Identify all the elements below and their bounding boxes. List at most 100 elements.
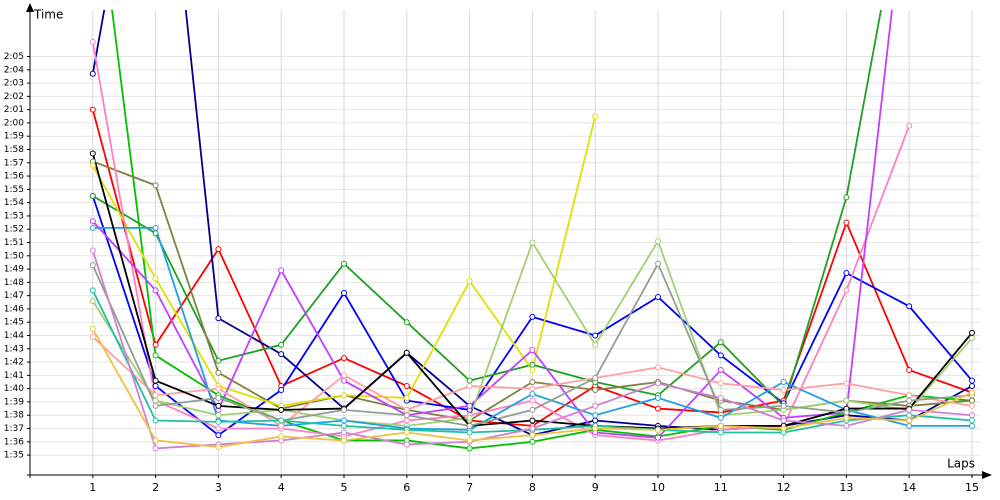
data-point: [278, 386, 285, 393]
data-point: [969, 412, 975, 419]
data-point: [89, 325, 96, 332]
data-point: [89, 70, 96, 77]
data-point: [341, 260, 347, 267]
data-point: [780, 417, 787, 424]
data-point: [152, 182, 159, 189]
data-point: [843, 397, 850, 404]
data-point: [529, 379, 536, 385]
data-point: [969, 402, 975, 409]
data-point: [152, 437, 159, 444]
y-tick-label: 2:04: [4, 65, 24, 75]
data-point: [843, 380, 850, 387]
data-point: [215, 394, 222, 401]
data-point: [529, 417, 536, 424]
y-tick-label: 1:53: [4, 211, 24, 221]
data-point: [403, 441, 410, 448]
y-tick-label: 2:03: [4, 79, 24, 89]
data-point: [466, 278, 473, 285]
data-point: [655, 426, 661, 433]
data-point: [215, 385, 222, 392]
y-tick-label: 1:40: [4, 384, 24, 394]
data-point: [969, 377, 975, 384]
data-point: [89, 287, 96, 294]
data-point: [655, 260, 661, 267]
data-point: [403, 417, 410, 424]
data-point: [592, 412, 599, 419]
y-tick-label: 2:00: [4, 118, 24, 128]
data-point: [341, 355, 347, 362]
data-point: [780, 379, 787, 385]
data-point: [717, 429, 724, 436]
data-point: [592, 332, 599, 339]
y-tick-label: 1:38: [4, 411, 24, 421]
data-point: [843, 219, 850, 226]
y-tick-label: 1:57: [4, 158, 24, 168]
data-point: [843, 270, 850, 277]
x-tick-label: 7: [466, 481, 473, 494]
data-point: [89, 262, 96, 269]
y-tick-label: 1:56: [4, 172, 24, 182]
data-point: [969, 422, 975, 429]
y-tick-label: 1:48: [4, 278, 24, 288]
data-point: [906, 417, 913, 424]
data-point: [655, 293, 661, 300]
data-point: [655, 405, 661, 412]
data-point: [341, 392, 347, 399]
data-point: [89, 297, 96, 304]
data-point: [655, 434, 661, 441]
data-point: [215, 418, 222, 425]
data-point: [780, 425, 787, 432]
y-tick-label: 1:55: [4, 185, 24, 195]
data-point: [89, 247, 96, 254]
data-point: [529, 313, 536, 320]
data-point: [215, 432, 222, 439]
data-point: [529, 432, 536, 439]
data-point: [655, 380, 661, 387]
y-tick-label: 2:02: [4, 92, 24, 102]
data-point: [529, 367, 536, 374]
data-point: [403, 412, 410, 419]
x-tick-label: 9: [592, 481, 599, 494]
data-point: [843, 194, 850, 201]
data-point: [152, 392, 159, 399]
data-point: [655, 364, 661, 371]
data-point: [466, 377, 473, 384]
data-point: [403, 394, 410, 401]
x-tick-label: 13: [839, 481, 853, 494]
data-point: [278, 341, 285, 348]
y-tick-label: 1:51: [4, 238, 24, 248]
y-tick-label: 1:59: [4, 132, 24, 142]
data-point: [529, 406, 536, 413]
data-point: [403, 349, 410, 356]
data-point: [969, 335, 975, 342]
data-point: [341, 406, 347, 413]
data-point: [969, 397, 975, 404]
x-axis-arrow: [982, 471, 992, 479]
x-tick-label: 1: [89, 481, 96, 494]
data-point: [341, 372, 347, 379]
data-point: [717, 414, 724, 421]
data-point: [152, 417, 159, 424]
data-point: [152, 402, 159, 409]
data-point: [341, 429, 347, 436]
data-point: [89, 162, 96, 169]
x-tick-label: 5: [341, 481, 348, 494]
data-point: [906, 303, 913, 310]
data-point: [215, 315, 222, 322]
x-tick-label: 3: [215, 481, 222, 494]
data-point: [592, 402, 599, 409]
data-point: [341, 417, 347, 424]
data-point: [592, 417, 599, 424]
data-point: [215, 444, 222, 451]
data-point: [152, 275, 159, 282]
data-point: [152, 341, 159, 348]
data-point: [529, 390, 536, 397]
y-tick-label: 1:36: [4, 437, 24, 447]
data-point: [780, 402, 787, 409]
data-point: [906, 412, 913, 419]
y-tick-label: 1:42: [4, 358, 24, 368]
data-point: [466, 445, 473, 452]
data-point: [717, 394, 724, 401]
y-tick-label: 1:41: [4, 371, 24, 381]
data-point: [717, 422, 724, 429]
